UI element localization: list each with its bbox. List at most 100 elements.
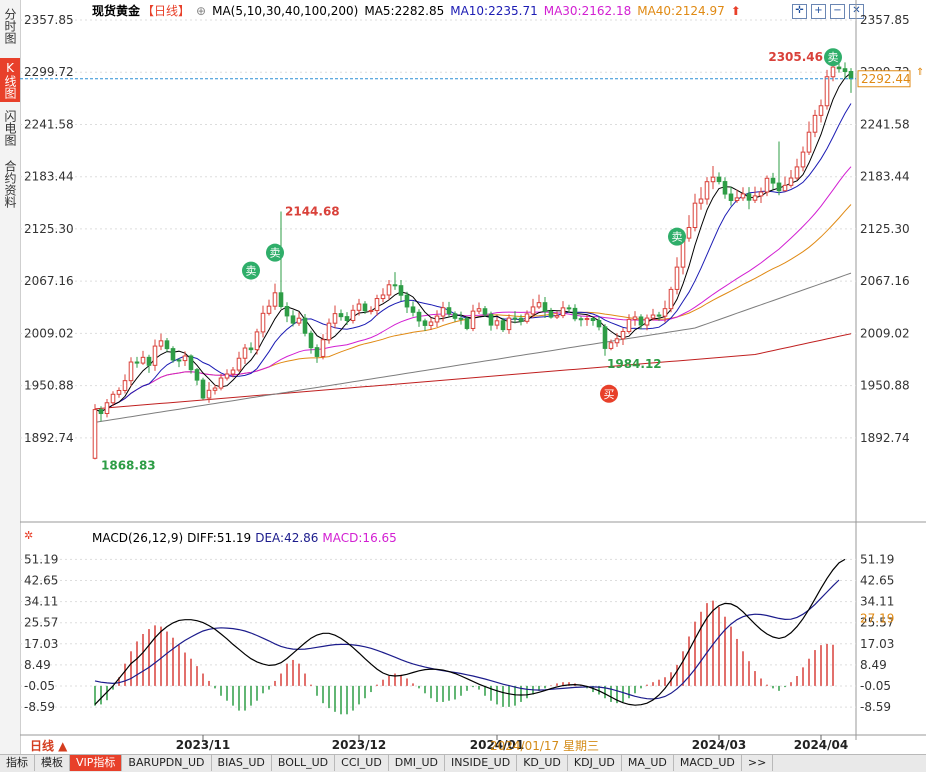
indicator-tab-5[interactable]: BOLL_UD xyxy=(272,755,336,771)
indicator-tab-7[interactable]: DMI_UD xyxy=(389,755,446,771)
macd-params[interactable]: MACD(26,12,9) xyxy=(92,531,184,545)
candle-body xyxy=(122,380,128,391)
candle-body xyxy=(812,114,818,133)
indicator-tab-2[interactable]: VIP指标 xyxy=(70,755,123,771)
zoom-out-icon[interactable]: − xyxy=(830,4,845,19)
candle-body xyxy=(476,308,482,312)
price-tick-label-right: 2067.16 xyxy=(860,274,910,288)
date-tooltip: 2024/01/17 星期三 xyxy=(490,739,599,753)
indicator-tab-12[interactable]: MACD_UD xyxy=(674,755,742,771)
current-price-box xyxy=(857,70,911,88)
price-tick-label-left: 2125.30 xyxy=(24,222,74,236)
high-annotation: 2144.68 xyxy=(285,205,340,219)
candle-body xyxy=(374,298,380,312)
candle-body xyxy=(560,307,566,317)
indicator-tab-13[interactable]: >> xyxy=(742,755,774,771)
candle-body xyxy=(728,193,734,201)
tab-flash-chart[interactable]: 闪电图 xyxy=(3,110,17,146)
candle-body xyxy=(638,316,644,326)
candle-body xyxy=(584,317,590,321)
toggle-icon[interactable]: ⊕ xyxy=(196,4,207,18)
candle-body xyxy=(734,197,740,201)
period-selector[interactable]: 日线 ▲ xyxy=(30,739,68,753)
crosshair-icon[interactable]: ✛ xyxy=(792,4,807,19)
ma100-line xyxy=(94,272,852,423)
macd-tick-label-right: -0.05 xyxy=(860,679,891,693)
macd-marker-label: 27.19 xyxy=(860,612,894,626)
indicator-tab-4[interactable]: BIAS_UD xyxy=(212,755,272,771)
tab-kline[interactable]: K线图 xyxy=(0,58,20,102)
candle-body xyxy=(494,320,500,326)
peak-annotation: 2305.46 xyxy=(768,50,823,64)
price-tick-label-left: 1892.74 xyxy=(24,431,74,445)
candle-body xyxy=(770,177,776,184)
candle-body xyxy=(686,227,692,239)
sell-signal-circle xyxy=(266,243,284,262)
candle-body xyxy=(422,320,428,326)
candle-body xyxy=(290,315,296,324)
candle-body xyxy=(740,193,746,199)
ma200-line xyxy=(94,333,852,410)
sell-signal-circle xyxy=(668,227,686,246)
candle-body xyxy=(524,313,530,322)
candle-body xyxy=(818,105,824,116)
sell-signal: 卖 xyxy=(246,265,257,278)
zoom-in-icon[interactable]: + xyxy=(811,4,826,19)
candle-body xyxy=(674,266,680,290)
indicator-tab-6[interactable]: CCI_UD xyxy=(335,755,389,771)
indicator-tab-11[interactable]: MA_UD xyxy=(622,755,674,771)
candle-body xyxy=(224,373,230,379)
candle-body xyxy=(788,177,794,186)
indicator-tab-8[interactable]: INSIDE_UD xyxy=(445,755,518,771)
candle-body xyxy=(398,285,404,296)
candle-body xyxy=(704,181,710,200)
candle-body xyxy=(776,182,782,192)
price-tick-label-right: 1950.88 xyxy=(860,379,910,393)
buy-signal-circle xyxy=(600,384,618,403)
time-label: 2023/12 xyxy=(332,738,386,752)
ma-params[interactable]: MA(5,10,30,40,100,200) xyxy=(212,4,359,18)
settings-icon: ✲ xyxy=(24,529,33,542)
indicator-tab-1[interactable]: 模板 xyxy=(35,755,70,771)
current-price-label: 2292.44 xyxy=(861,72,911,86)
macd-value: MACD:16.65 xyxy=(322,531,397,545)
candle-body xyxy=(848,71,854,80)
indicator-tab-10[interactable]: KDJ_UD xyxy=(568,755,622,771)
candle-body xyxy=(404,294,410,308)
tab-contract-info[interactable]: 合约资料 xyxy=(3,160,17,208)
candle-body xyxy=(410,306,416,313)
candle-body xyxy=(236,357,242,371)
candle-body xyxy=(632,316,638,320)
indicator-tab-0[interactable]: 指标 xyxy=(0,755,35,771)
price-legend: 现货黄金 【日线】 ⊕ MA(5,10,30,40,100,200) MA5:2282.… xyxy=(92,2,747,18)
candle-body xyxy=(356,303,362,311)
indicator-tab-3[interactable]: BARUPDN_UD xyxy=(122,755,212,771)
candle-body xyxy=(278,292,284,307)
candle-body xyxy=(548,310,554,318)
candle-body xyxy=(350,309,356,322)
candle-body xyxy=(368,310,374,313)
candle-body xyxy=(710,176,716,183)
candle-body xyxy=(386,284,392,296)
arrow-up-icon[interactable]: ⬆ xyxy=(730,4,741,18)
candle-body xyxy=(128,361,134,382)
candle-body xyxy=(194,369,200,381)
candle-body xyxy=(440,307,446,317)
macd-tick-label-left: -0.05 xyxy=(24,679,55,693)
macd-tick-label-left: 51.19 xyxy=(24,552,58,566)
candle-body xyxy=(644,317,650,326)
candle-body xyxy=(620,330,626,340)
indicator-tab-9[interactable]: KD_UD xyxy=(517,755,568,771)
ma40-value: MA40:2124.97 xyxy=(637,4,725,18)
candle-body xyxy=(362,303,368,312)
candle-body xyxy=(446,307,452,315)
period-label[interactable]: 【日线】 xyxy=(142,4,191,18)
candle-body xyxy=(794,166,800,179)
tab-timeshare[interactable]: 分时图 xyxy=(3,8,17,44)
sell-signal: 卖 xyxy=(672,231,683,244)
kline-chart[interactable]: 2357.852357.852299.722299.722241.582241.… xyxy=(20,0,926,754)
sell-signal-circle xyxy=(824,48,842,67)
low-annotation: 1868.83 xyxy=(101,458,156,472)
indicator-tab-bar: 指标 模板 VIP指标 BARUPDN_UD BIAS_UD BOLL_UD CCI_UD D… xyxy=(0,754,926,772)
macd-tick-label-right: 34.11 xyxy=(860,595,894,609)
